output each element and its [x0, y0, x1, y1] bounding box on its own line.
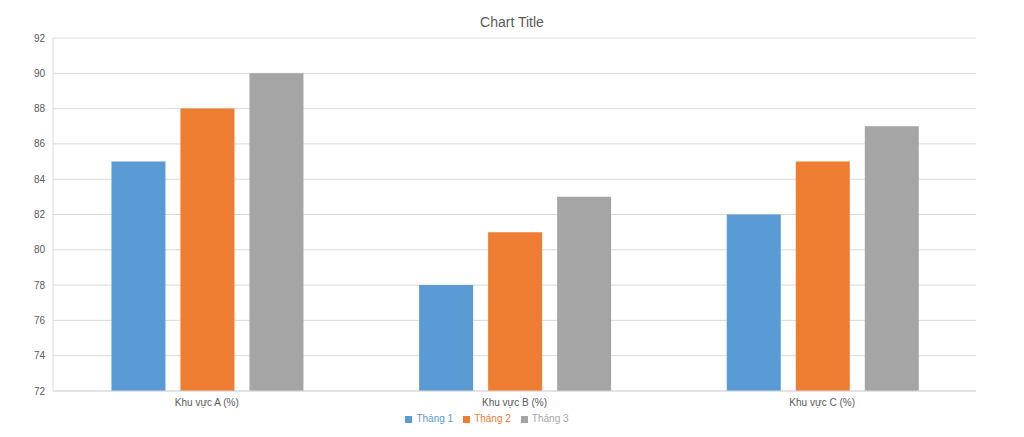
svg-text:82: 82 — [34, 209, 46, 220]
svg-text:86: 86 — [34, 138, 46, 149]
svg-text:Khu vực A (%): Khu vực A (%) — [175, 397, 239, 408]
svg-text:90: 90 — [34, 68, 46, 79]
svg-text:78: 78 — [34, 280, 46, 291]
svg-text:Khu vực B (%): Khu vực B (%) — [482, 397, 547, 408]
svg-text:84: 84 — [34, 174, 46, 185]
html-text:Tháng 1: Tháng 1 — [416, 413, 454, 424]
html-text:Tháng 2: Tháng 2 — [474, 413, 511, 424]
svg-text:88: 88 — [34, 103, 46, 114]
svg-text:Khu vực C (%): Khu vực C (%) — [789, 397, 855, 408]
svg-text:74: 74 — [34, 350, 46, 361]
html-text:Tháng 3: Tháng 3 — [531, 413, 569, 424]
html-text:Chart Title: Chart Title — [480, 14, 544, 30]
svg-text:76: 76 — [34, 315, 46, 326]
svg-text:72: 72 — [34, 386, 46, 397]
svg-text:80: 80 — [34, 244, 46, 255]
svg-text:92: 92 — [34, 33, 46, 44]
